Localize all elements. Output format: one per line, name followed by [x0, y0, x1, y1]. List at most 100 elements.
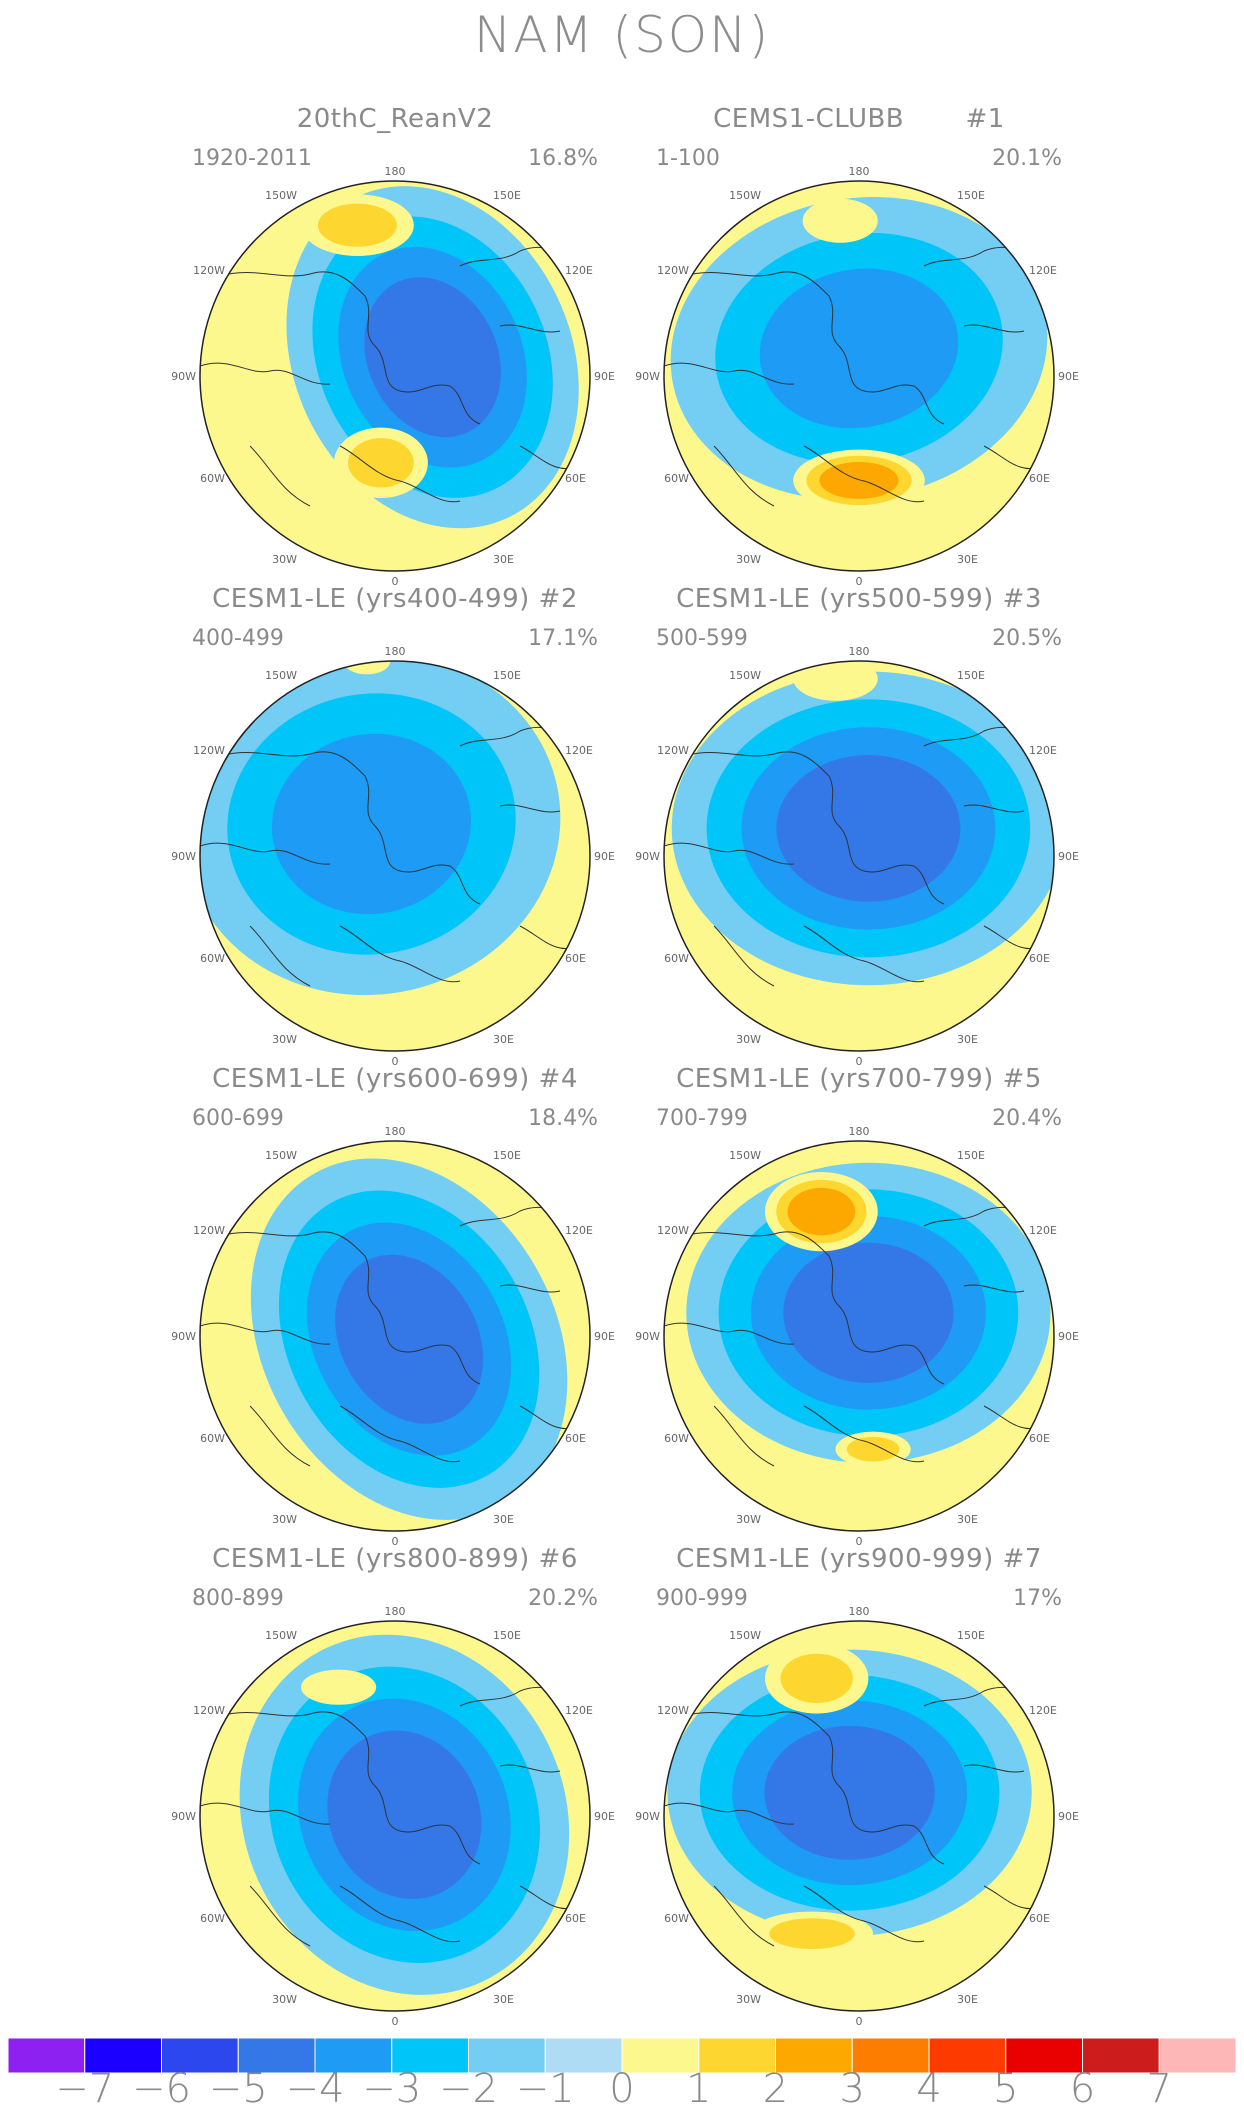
longitude-label: 150W [729, 669, 761, 682]
longitude-label: 150E [493, 189, 521, 202]
polar-map: 180 0 150W 150E 120W 120E 90W 90E 60W 60E 30W 30E [171, 165, 615, 588]
longitude-label: 0 [392, 2015, 399, 2028]
longitude-label: 30W [736, 1033, 761, 1046]
longitude-label: 120W [193, 264, 225, 277]
longitude-label: 150W [729, 1149, 761, 1162]
negative-contour-4 [364, 277, 501, 438]
longitude-label: 60E [1029, 1432, 1050, 1445]
longitude-label: 60E [565, 1912, 586, 1925]
coastline [664, 245, 1045, 507]
positive-contour-2 [769, 1918, 855, 1949]
longitude-label: 30W [736, 553, 761, 566]
longitude-label: 0 [392, 575, 399, 588]
longitude-label: 90E [594, 850, 615, 863]
longitude-label: 150E [493, 669, 521, 682]
map-boundary [199, 1140, 591, 1532]
longitude-label: 30E [957, 1033, 978, 1046]
positive-contour-2 [317, 203, 397, 247]
longitude-label: 90E [1058, 1330, 1079, 1343]
panel-variance: 16.8% [528, 146, 598, 171]
colorbar-tick: −1 [515, 2066, 575, 2112]
longitude-label: 60W [200, 472, 225, 485]
panel-2: CEMS1-CLUBB #1 1-100 20.1% 180 0 150W 150E 1… [624, 104, 1094, 588]
longitude-label: 180 [849, 1605, 870, 1618]
longitude-label: 90E [594, 1810, 615, 1823]
colorbar-tick: 0 [609, 2066, 635, 2112]
longitude-label: 90E [1058, 370, 1079, 383]
longitude-label: 120W [657, 1704, 689, 1717]
longitude-label: 120E [565, 744, 593, 757]
panel-period: 700-799 [656, 1106, 748, 1131]
longitude-label: 90W [171, 850, 196, 863]
longitude-label: 60W [664, 472, 689, 485]
colorbar-swatch [1005, 2038, 1083, 2073]
panel-period: 400-499 [192, 626, 284, 651]
colorbar-tick: −7 [55, 2066, 115, 2112]
negative-contour-4 [776, 755, 961, 902]
longitude-label: 120E [565, 1704, 593, 1717]
longitude-label: 150E [957, 669, 985, 682]
polar-map: 180 0 150W 150E 120W 120E 90W 90E 60W 60E 30W 30E [635, 645, 1079, 1068]
panel-3: CESM1-LE (yrs400-499) #2 400-499 17.1% 1… [160, 584, 630, 1068]
longitude-label: 180 [385, 1125, 406, 1138]
positive-contour-3 [787, 1187, 856, 1236]
panel-period: 1-100 [656, 146, 720, 171]
longitude-label: 120W [193, 1704, 225, 1717]
longitude-label: 0 [856, 1055, 863, 1068]
panel-title: 20thC_ReanV2 [296, 104, 494, 134]
longitude-label: 90W [171, 370, 196, 383]
panel-7: CESM1-LE (yrs800-899) #6 800-899 20.2% 1… [160, 1544, 630, 2028]
longitude-label: 120W [657, 1224, 689, 1237]
longitude-label: 30E [957, 1993, 978, 2006]
longitude-label: 30W [272, 1513, 297, 1526]
negative-contour-4 [335, 1254, 484, 1424]
polar-map: 180 0 150W 150E 120W 120E 90W 90E 60W 60E 30W 30E [635, 1605, 1079, 2028]
colorbar-tick: 1 [686, 2066, 712, 2112]
colorbar [8, 2038, 1236, 2073]
longitude-label: 120E [565, 1224, 593, 1237]
colorbar-tick: 5 [993, 2066, 1019, 2112]
polar-map: 180 0 150W 150E 120W 120E 90W 90E 60W 60E 30W 30E [171, 645, 615, 1068]
positive-contour-2 [846, 1436, 900, 1462]
colorbar-tick-labels: −7 −6 −5 −4 −3 −2 −1 0 1 2 3 4 5 6 7 [0, 2066, 1244, 2114]
longitude-label: 120E [565, 264, 593, 277]
polar-map: 180 0 150W 150E 120W 120E 90W 90E 60W 60E 30W 30E [635, 1125, 1079, 1548]
longitude-label: 180 [849, 165, 870, 178]
longitude-label: 150W [265, 669, 297, 682]
panel-variance: 20.5% [992, 626, 1062, 651]
longitude-label: 120E [1029, 264, 1057, 277]
longitude-label: 180 [385, 1605, 406, 1618]
longitude-label: 60E [565, 952, 586, 965]
positive-contour-1 [301, 1669, 377, 1705]
longitude-label: 90W [635, 1330, 660, 1343]
longitude-label: 60E [565, 472, 586, 485]
longitude-label: 180 [849, 1125, 870, 1138]
panel-4: CESM1-LE (yrs500-599) #3 500-599 20.5% 1… [624, 584, 1094, 1068]
longitude-label: 120E [1029, 744, 1057, 757]
positive-contour-2 [780, 1653, 853, 1704]
colorbar-tick: 7 [1146, 2066, 1172, 2112]
colorbar-swatch [851, 2038, 930, 2073]
panel-title: CESM1-LE (yrs500-599) #3 [676, 584, 1042, 614]
panel-variance: 20.1% [992, 146, 1062, 171]
negative-contour-3 [759, 268, 959, 429]
longitude-label: 150W [265, 189, 297, 202]
longitude-label: 60E [1029, 1912, 1050, 1925]
longitude-label: 30E [493, 1993, 514, 2006]
colorbar-swatch [1158, 2038, 1236, 2073]
panel-period: 500-599 [656, 626, 748, 651]
longitude-label: 60W [200, 952, 225, 965]
panel-title: CESM1-LE (yrs700-799) #5 [676, 1064, 1042, 1094]
panel-title: CESM1-LE (yrs900-999) #7 [676, 1544, 1042, 1574]
longitude-label: 150E [957, 189, 985, 202]
longitude-label: 120E [1029, 1224, 1057, 1237]
longitude-label: 120W [193, 1224, 225, 1237]
longitude-label: 60E [1029, 472, 1050, 485]
panel-title: CESM1-LE (yrs800-899) #6 [212, 1544, 578, 1574]
longitude-label: 150E [957, 1149, 985, 1162]
longitude-label: 0 [856, 1535, 863, 1548]
longitude-label: 60W [664, 1912, 689, 1925]
longitude-label: 180 [849, 645, 870, 658]
longitude-label: 180 [385, 645, 406, 658]
colorbar-tick: 4 [916, 2066, 942, 2112]
